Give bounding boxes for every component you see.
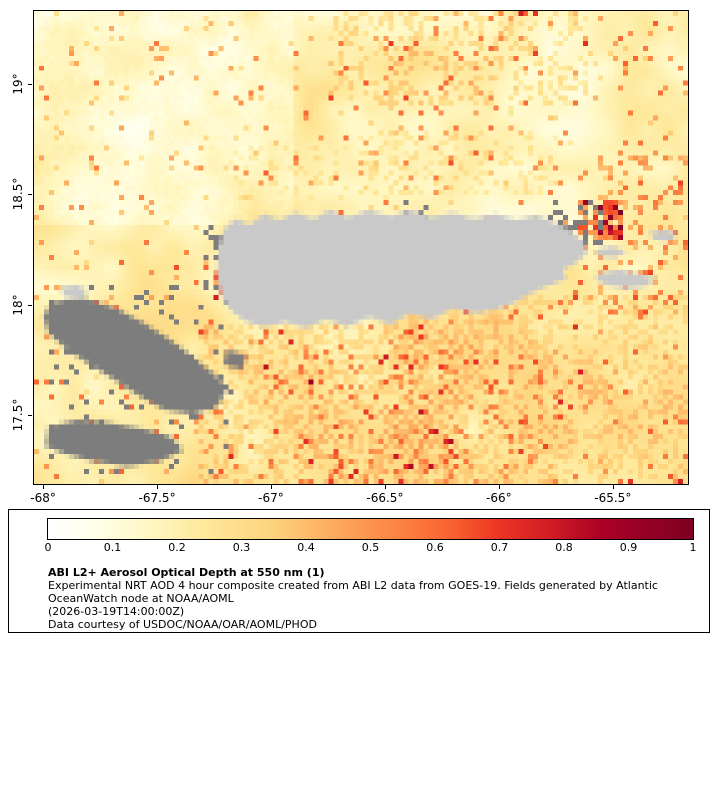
x-axis-tick (498, 485, 500, 489)
y-axis-label: 19° (11, 73, 25, 95)
x-axis-tick (612, 485, 614, 489)
legend-courtesy-line: Data courtesy of USDOC/NOAA/OAR/AOML/PHO… (48, 618, 317, 631)
legend-timestamp: (2026-03-19T14:00:00Z) (48, 605, 185, 618)
colorbar-tick-label: 0.2 (168, 541, 186, 554)
x-axis-tick (43, 485, 45, 489)
colorbar-tick-label: 0.3 (232, 541, 251, 554)
legend-text: ABI L2+ Aerosol Optical Depth at 550 nm … (48, 566, 658, 631)
colorbar-tick-label: 0.1 (103, 541, 122, 554)
colorbar-tick-label: 0.8 (555, 541, 573, 554)
y-axis-label: 17.5° (11, 399, 25, 432)
y-axis-tick (28, 83, 32, 85)
x-axis-label: -67° (258, 491, 284, 505)
y-axis-tick (28, 415, 32, 417)
legend-title: ABI L2+ Aerosol Optical Depth at 550 nm … (48, 566, 325, 579)
x-axis-label: -68° (30, 491, 56, 505)
x-axis-label: -66.5° (366, 491, 404, 505)
colorbar-tick-label: 0.4 (297, 541, 315, 554)
x-axis-label: -67.5° (138, 491, 176, 505)
legend-description-line: Experimental NRT AOD 4 hour composite cr… (48, 579, 658, 592)
colorbar-tick-label: 0.9 (619, 541, 638, 554)
x-axis-label: -66° (486, 491, 512, 505)
y-axis-tick (28, 304, 32, 306)
x-axis-tick (157, 485, 159, 489)
colorbar (47, 518, 694, 540)
colorbar-tick-labels: 0 0.1 0.2 0.3 0.4 0.5 0.6 0.7 0.8 0.9 1 (9, 510, 709, 632)
y-axis-tick (28, 194, 32, 196)
legend-description-line: OceanWatch node at NOAA/AOML (48, 592, 234, 605)
x-axis-tick (270, 485, 272, 489)
colorbar-tick-label: 1 (689, 541, 697, 554)
map-plot (33, 10, 689, 485)
y-axis-label: 18.5° (11, 178, 25, 211)
colorbar-tick-label: 0 (44, 541, 52, 554)
colorbar-tick-label: 0.7 (490, 541, 509, 554)
colorbar-tick-label: 0.6 (426, 541, 444, 554)
legend-box: 0 0.1 0.2 0.3 0.4 0.5 0.6 0.7 0.8 0.9 1 ABI L2+ Ae… (8, 509, 710, 633)
y-axis-label: 18° (11, 294, 25, 316)
x-axis-label: -65.5° (594, 491, 632, 505)
colorbar-tick-label: 0.5 (361, 541, 380, 554)
x-axis-tick (384, 485, 386, 489)
aod-raster-canvas (34, 11, 688, 484)
